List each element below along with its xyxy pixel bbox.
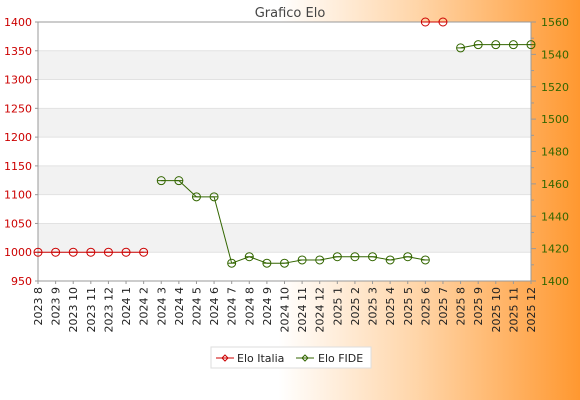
right-tick-label: 1560 [541, 16, 569, 29]
legend-label-italia: Elo Italia [237, 352, 284, 365]
legend-label-fide: Elo FIDE [318, 352, 363, 365]
series-line-segment [407, 256, 426, 261]
x-tick-label: 2023 11 [85, 287, 98, 333]
x-tick-label: 2024 11 [296, 287, 309, 333]
series-elo-italia [33, 17, 448, 257]
left-tick-label: 1350 [4, 45, 32, 58]
legend-item-fide: Elo FIDE [296, 352, 363, 365]
series-line-segment [231, 256, 250, 264]
x-tick-label: 2025 3 [367, 287, 380, 326]
left-axis-ticks: 950 1000 1050 1100 1150 1200 1250 1300 1350 1400 [4, 16, 38, 288]
right-tick-label: 1500 [541, 113, 569, 126]
right-tick-label: 1540 [541, 48, 569, 61]
series-line-segment [319, 256, 338, 261]
x-tick-label: 2025 7 [437, 287, 450, 326]
left-tick-label: 1050 [4, 217, 32, 230]
legend: Elo Italia Elo FIDE [210, 346, 372, 369]
x-tick-label: 2023 9 [50, 287, 63, 326]
series-line-segment [460, 44, 479, 49]
grid-band [38, 165, 531, 195]
chart-title: Grafico Elo [255, 6, 326, 21]
x-tick-label: 2025 2 [349, 287, 362, 326]
x-tick-label: 2025 12 [525, 287, 538, 333]
right-tick-label: 1420 [541, 243, 569, 256]
right-tick-label: 1520 [541, 81, 569, 94]
series-layer [33, 17, 536, 268]
right-tick-label: 1480 [541, 146, 569, 159]
x-tick-label: 2025 10 [490, 287, 503, 333]
series-elo-fide [156, 40, 536, 268]
right-tick-label: 1460 [541, 178, 569, 191]
right-axis-ticks: 1400 1420 1440 1460 1480 1500 1520 1540 1560 [531, 16, 569, 288]
right-tick-label: 1400 [541, 275, 569, 288]
series-line-segment [249, 256, 268, 264]
x-tick-label: 2024 12 [314, 287, 327, 333]
x-tick-label: 2025 8 [455, 287, 468, 326]
x-tick-label: 2025 1 [331, 287, 344, 326]
series-line-segment [372, 256, 391, 261]
left-tick-label: 950 [11, 275, 32, 288]
x-tick-label: 2024 10 [279, 287, 292, 333]
series-line-segment [390, 256, 408, 261]
x-tick-label: 2024 4 [173, 287, 186, 326]
grid-band [38, 108, 531, 138]
x-tick-label: 2025 11 [507, 287, 520, 333]
left-tick-label: 1100 [4, 189, 32, 202]
left-tick-label: 1000 [4, 246, 32, 259]
right-tick-label: 1440 [541, 210, 569, 223]
background-bands [38, 22, 531, 281]
x-tick-label: 2025 9 [472, 287, 485, 326]
left-tick-label: 1150 [4, 160, 32, 173]
series-line-segment [213, 196, 233, 264]
left-tick-label: 1250 [4, 102, 32, 115]
grid-band [38, 223, 531, 253]
legend-item-italia: Elo Italia [216, 352, 284, 365]
x-tick-label: 2024 6 [208, 287, 221, 326]
x-tick-label: 2024 5 [190, 287, 203, 326]
x-tick-label: 2025 5 [402, 287, 415, 326]
left-tick-label: 1300 [4, 74, 32, 87]
legend-marker-italia [221, 354, 229, 362]
x-tick-label: 2023 8 [32, 287, 45, 326]
legend-box [210, 346, 372, 369]
legend-marker-fide [301, 354, 309, 362]
x-tick-label: 2024 2 [138, 287, 151, 326]
x-tick-label: 2024 9 [261, 287, 274, 326]
series-line-segment [284, 259, 303, 264]
left-tick-label: 1200 [4, 131, 32, 144]
x-tick-label: 2025 6 [419, 287, 432, 326]
x-tick-label: 2023 12 [102, 287, 115, 333]
x-tick-label: 2024 3 [155, 287, 168, 326]
grid-band [38, 50, 531, 80]
x-tick-label: 2023 10 [67, 287, 80, 333]
x-tick-label: 2025 4 [384, 287, 397, 326]
left-tick-label: 1400 [4, 16, 32, 29]
x-tick-label: 2024 8 [243, 287, 256, 326]
x-tick-label: 2024 1 [120, 287, 133, 326]
x-tick-label: 2024 7 [226, 287, 239, 326]
